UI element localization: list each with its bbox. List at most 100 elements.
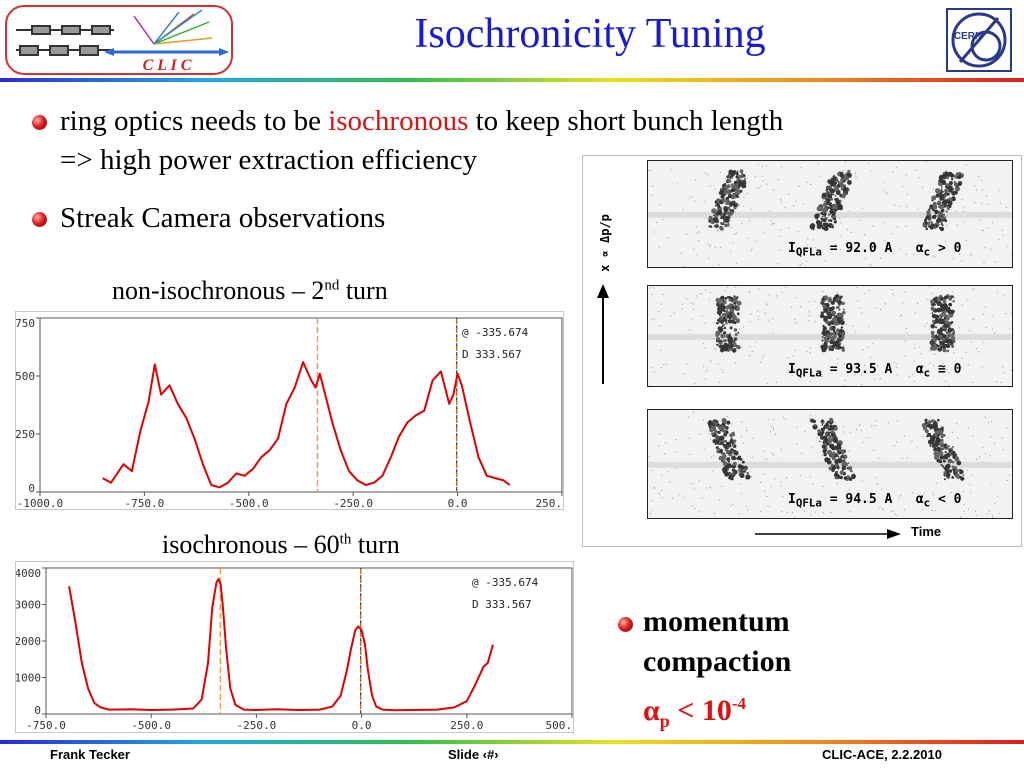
bunch-particle — [840, 177, 845, 182]
bunch-particle — [948, 188, 953, 193]
noise-speck — [919, 373, 921, 375]
y-tick-label: 1000 — [16, 672, 41, 685]
bunch-particle — [934, 299, 939, 304]
bunch-particle — [732, 474, 735, 477]
series-line — [68, 577, 494, 712]
noise-speck — [959, 254, 960, 255]
bunch-particle — [947, 200, 952, 205]
noise-speck — [703, 217, 705, 219]
bunch-particle — [825, 303, 830, 308]
noise-speck — [960, 367, 962, 369]
noise-speck — [973, 318, 975, 320]
noise-speck — [689, 437, 690, 439]
bunch-particle — [833, 436, 837, 440]
noise-speck — [822, 486, 824, 487]
bunch-particle — [942, 300, 947, 304]
bunch-particle — [937, 182, 942, 186]
x-tick-label: 250.0 — [450, 719, 483, 732]
noise-speck — [904, 340, 906, 342]
bunch-particle — [957, 461, 960, 465]
noise-speck — [863, 293, 865, 295]
noise-speck — [967, 299, 969, 301]
noise-speck — [970, 255, 972, 257]
noise-speck — [814, 300, 816, 302]
bunch-particle — [734, 186, 740, 192]
bunch-particle — [840, 326, 844, 329]
bunch-particle — [840, 183, 845, 188]
bunch-particle — [729, 175, 733, 178]
noise-speck — [989, 455, 991, 457]
noise-speck — [760, 511, 762, 513]
noise-speck — [664, 453, 666, 455]
bunch-particle — [825, 438, 829, 442]
bunch-particle — [928, 218, 931, 221]
bunch-particle — [825, 320, 829, 324]
bunch-particle — [721, 418, 727, 423]
noise-speck — [791, 306, 793, 308]
noise-speck — [984, 306, 986, 308]
noise-speck — [880, 309, 881, 311]
bunch-particle — [944, 475, 946, 477]
noise-speck — [780, 448, 782, 450]
noise-speck — [836, 482, 838, 484]
noise-speck — [774, 434, 776, 435]
noise-speck — [650, 170, 651, 171]
bunch-particle — [725, 431, 728, 434]
bunch-particle — [733, 301, 737, 305]
noise-speck — [704, 347, 706, 349]
noise-speck — [658, 310, 660, 312]
bunch-particle — [716, 343, 719, 346]
bunch-particle — [951, 451, 956, 456]
bunch-particle — [943, 471, 946, 474]
noise-speck — [845, 161, 846, 163]
noise-speck — [962, 207, 964, 209]
noise-speck — [713, 455, 715, 457]
noise-speck — [898, 497, 900, 499]
bunch-particle — [955, 172, 960, 176]
bunch-particle — [942, 217, 945, 220]
noise-speck — [986, 195, 987, 197]
bunch-particle — [925, 215, 930, 220]
noise-speck — [946, 477, 948, 479]
bunch-particle — [927, 221, 931, 225]
noise-speck — [675, 451, 677, 453]
noise-speck — [703, 447, 705, 449]
noise-speck — [990, 436, 992, 438]
noise-speck — [834, 174, 835, 176]
cern-logo-text: CERN — [954, 31, 982, 42]
bunch-particle — [708, 215, 713, 220]
bunch-particle — [939, 441, 942, 444]
noise-speck — [900, 248, 901, 250]
bunch-particle — [713, 218, 718, 223]
bunch-particle — [938, 429, 943, 435]
bunch-particle — [731, 348, 737, 353]
bunch-particle — [721, 299, 727, 305]
bunch-particle — [817, 213, 820, 216]
alpha-condition: < 0 — [930, 492, 962, 507]
bunch-particle — [826, 190, 829, 193]
clic-logo-text: C L I C — [143, 57, 192, 74]
bunch-particle — [727, 460, 731, 463]
noise-speck — [718, 499, 720, 501]
noise-speck — [809, 347, 811, 349]
noise-speck — [856, 428, 857, 430]
noise-speck — [924, 493, 925, 495]
y-tick-label: 0 — [28, 482, 35, 495]
noise-speck — [994, 442, 996, 444]
bunch-particle — [708, 423, 712, 427]
bunch-particle — [932, 201, 937, 206]
noise-speck — [653, 318, 655, 320]
noise-speck — [842, 425, 844, 427]
noise-speck — [751, 476, 753, 477]
noise-speck — [991, 328, 993, 330]
noise-speck — [786, 512, 788, 513]
streak-axis-arrow-icon — [597, 284, 609, 384]
noise-speck — [662, 219, 664, 220]
noise-speck — [766, 496, 768, 497]
noise-speck — [763, 474, 765, 475]
noise-speck — [914, 347, 915, 349]
noise-speck — [744, 472, 746, 474]
bunch-particle — [824, 295, 829, 300]
bunch-particle — [945, 219, 947, 222]
bunch-particle — [737, 464, 743, 469]
